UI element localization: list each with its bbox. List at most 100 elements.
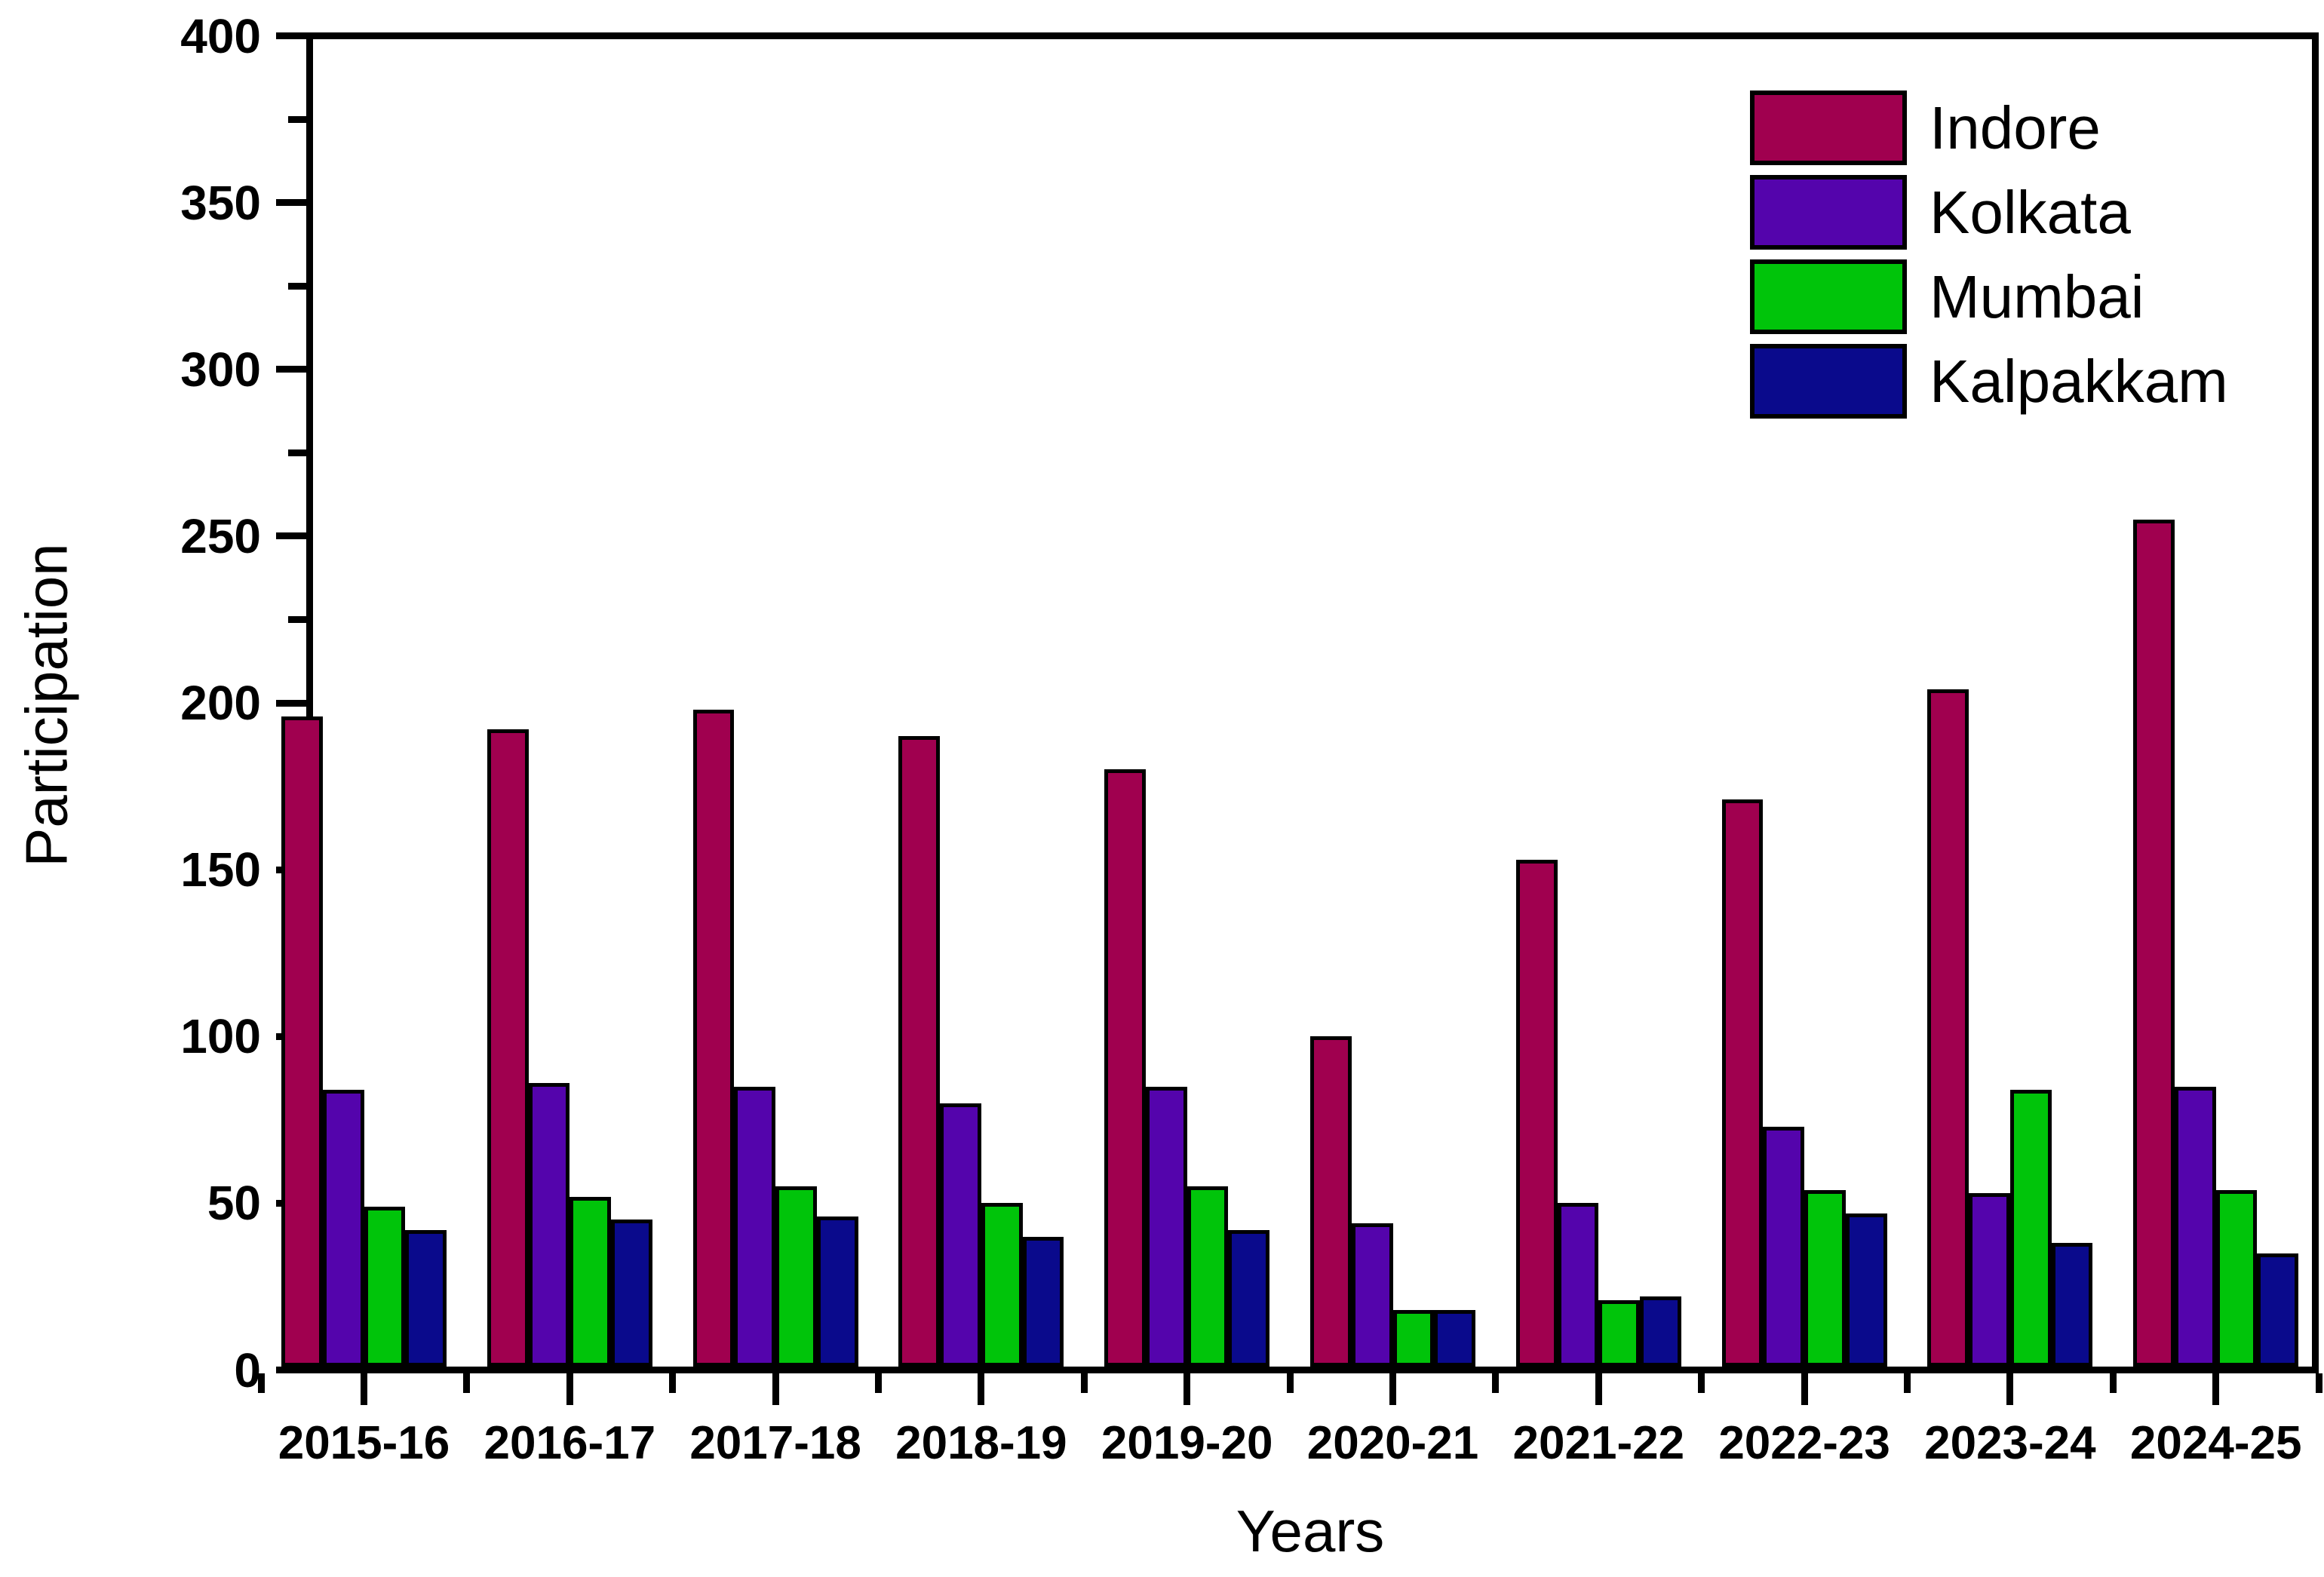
bar-kolkata-2021-22 <box>1557 1203 1599 1367</box>
bar-indore-2015-16 <box>281 716 323 1367</box>
legend-swatch-indore <box>1750 91 1907 165</box>
x-tick-label: 2023-24 <box>1924 1417 2096 1469</box>
bar-indore-2018-19 <box>898 736 941 1367</box>
x-minor-tick <box>1286 1373 1294 1393</box>
bar-kalpakkam-2023-24 <box>2051 1243 2093 1367</box>
x-tick-label: 2019-20 <box>1101 1417 1273 1469</box>
legend-label: Mumbai <box>1930 263 2144 330</box>
y-tick-label: 200 <box>180 676 261 730</box>
x-major-tick <box>1595 1373 1602 1405</box>
legend-item: Kalpakkam <box>1750 344 2228 419</box>
y-tick-label: 150 <box>180 842 261 897</box>
bar-mumbai-2017-18 <box>775 1186 817 1367</box>
bar-kalpakkam-2016-17 <box>611 1220 652 1367</box>
x-tick-label: 2016-17 <box>484 1417 656 1469</box>
x-minor-tick <box>669 1373 677 1393</box>
x-major-tick <box>772 1373 779 1405</box>
legend-swatch-mumbai <box>1750 259 1907 334</box>
x-minor-tick <box>2315 1373 2322 1393</box>
x-axis-title: Years <box>1236 1498 1385 1564</box>
x-tick-label: 2020-21 <box>1306 1417 1479 1469</box>
legend-label: Kolkata <box>1930 179 2131 246</box>
y-major-tick <box>276 199 306 207</box>
bar-kalpakkam-2022-23 <box>1845 1213 1887 1367</box>
bar-mumbai-2023-24 <box>2009 1090 2052 1367</box>
bar-kolkata-2020-21 <box>1351 1223 1393 1367</box>
bar-kolkata-2017-18 <box>734 1086 776 1367</box>
legend-swatch-kalpakkam <box>1750 344 1907 419</box>
x-major-tick <box>1389 1373 1396 1405</box>
x-tick-label: 2022-23 <box>1718 1417 1890 1469</box>
x-tick-label: 2017-18 <box>689 1417 861 1469</box>
bar-mumbai-2019-20 <box>1187 1186 1229 1367</box>
y-tick-label: 300 <box>180 342 261 397</box>
y-tick-label: 100 <box>180 1009 261 1064</box>
y-axis-title: Participation <box>13 543 80 867</box>
x-tick-label: 2018-19 <box>895 1417 1067 1469</box>
x-major-tick <box>1801 1373 1808 1405</box>
y-axis-line <box>306 32 313 1373</box>
bar-mumbai-2020-21 <box>1392 1309 1435 1367</box>
bar-indore-2019-20 <box>1104 769 1146 1367</box>
bar-indore-2017-18 <box>692 709 735 1367</box>
x-minor-tick <box>257 1373 265 1393</box>
x-major-tick <box>978 1373 985 1405</box>
bar-kalpakkam-2017-18 <box>816 1216 858 1367</box>
bar-kolkata-2018-19 <box>940 1103 981 1367</box>
x-minor-tick <box>2109 1373 2117 1393</box>
x-major-tick <box>566 1373 573 1405</box>
bar-kalpakkam-2020-21 <box>1434 1309 1475 1367</box>
bar-indore-2024-25 <box>2133 519 2175 1367</box>
legend: Indore Kolkata Mumbai Kalpakkam <box>1750 91 2228 428</box>
bar-kolkata-2016-17 <box>528 1083 570 1367</box>
frame-right-line <box>2312 32 2319 1373</box>
bar-kolkata-2019-20 <box>1145 1086 1187 1367</box>
bar-kolkata-2022-23 <box>1763 1126 1805 1367</box>
bar-mumbai-2022-23 <box>1804 1189 1846 1367</box>
y-tick-label: 0 <box>234 1342 261 1398</box>
legend-item: Indore <box>1750 91 2228 165</box>
legend-swatch-kolkata <box>1750 175 1907 250</box>
x-minor-tick <box>463 1373 471 1393</box>
bar-mumbai-2024-25 <box>2215 1189 2258 1367</box>
legend-item: Mumbai <box>1750 259 2228 334</box>
y-minor-tick <box>288 115 306 123</box>
y-tick-label: 50 <box>207 1176 261 1231</box>
bar-mumbai-2021-22 <box>1598 1299 1641 1367</box>
y-major-tick <box>276 532 306 540</box>
y-minor-tick <box>288 615 306 623</box>
x-minor-tick <box>1904 1373 1911 1393</box>
x-minor-tick <box>1080 1373 1088 1393</box>
y-major-tick <box>276 1367 306 1373</box>
x-tick-label: 2024-25 <box>2129 1417 2302 1469</box>
bar-indore-2022-23 <box>1721 799 1764 1367</box>
y-tick-label: 350 <box>180 175 261 230</box>
bar-indore-2021-22 <box>1515 859 1558 1367</box>
x-minor-tick <box>875 1373 882 1393</box>
bar-kalpakkam-2019-20 <box>1228 1229 1270 1367</box>
x-tick-label: 2015-16 <box>278 1417 450 1469</box>
legend-label: Indore <box>1930 94 2101 161</box>
bar-mumbai-2015-16 <box>364 1206 406 1367</box>
legend-item: Kolkata <box>1750 175 2228 250</box>
bar-kolkata-2015-16 <box>322 1090 364 1367</box>
y-minor-tick <box>288 449 306 456</box>
x-major-tick <box>361 1373 367 1405</box>
x-major-tick <box>2212 1373 2220 1405</box>
bar-mumbai-2018-19 <box>981 1203 1023 1367</box>
bar-kalpakkam-2021-22 <box>1640 1296 1681 1367</box>
x-minor-tick <box>1698 1373 1705 1393</box>
y-tick-label: 250 <box>180 508 261 563</box>
x-axis-line <box>306 1367 2319 1373</box>
bar-kalpakkam-2024-25 <box>2257 1253 2299 1367</box>
bar-kalpakkam-2018-19 <box>1022 1236 1064 1367</box>
y-major-tick <box>276 32 306 39</box>
bar-kolkata-2024-25 <box>2174 1086 2216 1367</box>
x-tick-label: 2021-22 <box>1512 1417 1685 1469</box>
y-tick-label: 400 <box>180 8 261 63</box>
bar-mumbai-2016-17 <box>569 1196 612 1367</box>
bar-kalpakkam-2015-16 <box>405 1229 447 1367</box>
bar-indore-2023-24 <box>1927 689 1969 1367</box>
y-major-tick <box>276 366 306 373</box>
